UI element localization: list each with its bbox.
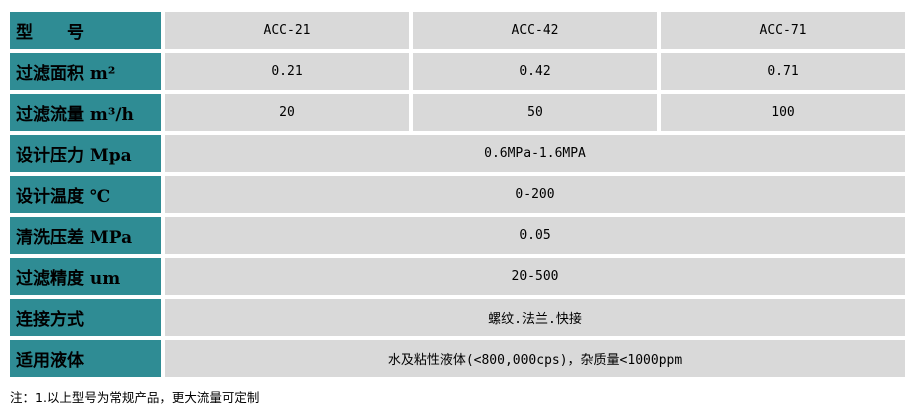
row-header: 过滤流量 m³/h bbox=[10, 94, 161, 131]
row-header: 连接方式 bbox=[10, 299, 161, 336]
table-cell: ACC-71 bbox=[661, 12, 905, 49]
footnote: 注：1.以上型号为常规产品，更大流量可定制 bbox=[10, 390, 260, 405]
spec-table: 型 号 ACC-21 ACC-42 ACC-71 过滤面积 m² 0.21 0.… bbox=[6, 8, 909, 381]
table-cell: 螺纹.法兰.快接 bbox=[165, 299, 905, 336]
row-header: 设计温度 ℃ bbox=[10, 176, 161, 213]
table-row: 过滤精度 um 20-500 bbox=[10, 258, 905, 295]
table-row: 过滤面积 m² 0.21 0.42 0.71 bbox=[10, 53, 905, 90]
table-cell: 50 bbox=[413, 94, 657, 131]
table-cell: 水及粘性液体(<800,000cps)，杂质量<1000ppm bbox=[165, 340, 905, 377]
table-row: 清洗压差 MPa 0.05 bbox=[10, 217, 905, 254]
row-header: 过滤精度 um bbox=[10, 258, 161, 295]
table-cell: 20-500 bbox=[165, 258, 905, 295]
table-cell: 0.21 bbox=[165, 53, 409, 90]
table-cell: ACC-42 bbox=[413, 12, 657, 49]
table-row: 连接方式 螺纹.法兰.快接 bbox=[10, 299, 905, 336]
table-cell: 0.05 bbox=[165, 217, 905, 254]
table-cell: ACC-21 bbox=[165, 12, 409, 49]
table-row: 型 号 ACC-21 ACC-42 ACC-71 bbox=[10, 12, 905, 49]
table-cell: 100 bbox=[661, 94, 905, 131]
table-cell: 0.42 bbox=[413, 53, 657, 90]
table-cell: 0-200 bbox=[165, 176, 905, 213]
table-row: 设计温度 ℃ 0-200 bbox=[10, 176, 905, 213]
table-cell: 0.6MPa-1.6MPA bbox=[165, 135, 905, 172]
table-cell: 0.71 bbox=[661, 53, 905, 90]
row-header: 适用液体 bbox=[10, 340, 161, 377]
table-row: 设计压力 Mpa 0.6MPa-1.6MPA bbox=[10, 135, 905, 172]
row-header: 设计压力 Mpa bbox=[10, 135, 161, 172]
row-header: 型 号 bbox=[10, 12, 161, 49]
table-row: 过滤流量 m³/h 20 50 100 bbox=[10, 94, 905, 131]
row-header: 过滤面积 m² bbox=[10, 53, 161, 90]
row-header: 清洗压差 MPa bbox=[10, 217, 161, 254]
table-row: 适用液体 水及粘性液体(<800,000cps)，杂质量<1000ppm bbox=[10, 340, 905, 377]
table-cell: 20 bbox=[165, 94, 409, 131]
